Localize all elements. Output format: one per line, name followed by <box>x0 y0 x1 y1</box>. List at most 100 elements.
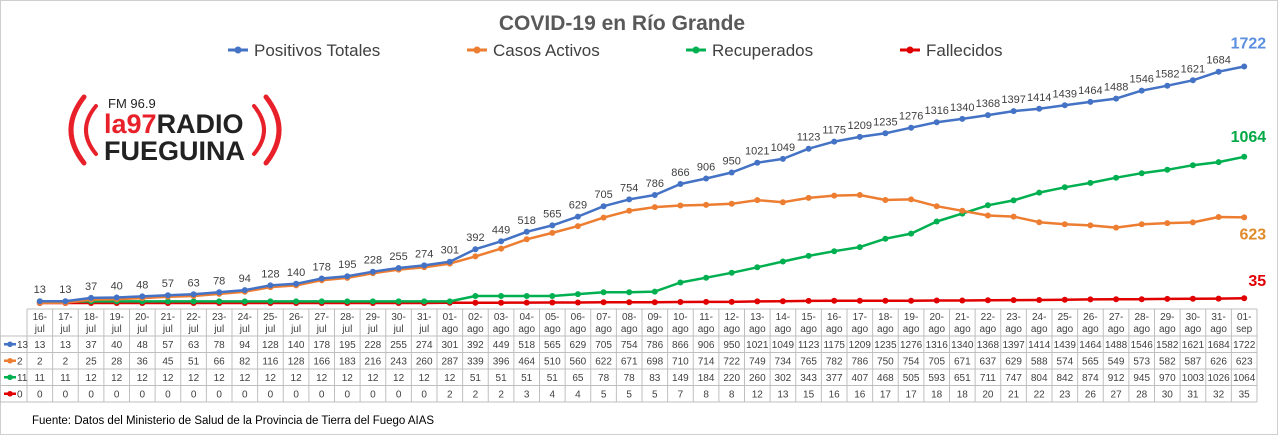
data-point <box>1087 98 1094 105</box>
data-point <box>1189 162 1196 169</box>
data-point <box>318 275 325 282</box>
category-label: 31-jul <box>417 312 431 335</box>
category-label: 20-ago <box>928 312 945 335</box>
table-cell: 0 <box>216 389 222 400</box>
end-label-2: 1064 <box>1231 129 1267 146</box>
data-point <box>190 298 197 305</box>
data-point <box>703 201 710 208</box>
table-cell: 574 <box>1056 356 1073 367</box>
table-cell: 37 <box>86 340 98 351</box>
table-cell: 874 <box>1082 373 1099 384</box>
table-cell: 866 <box>672 340 689 351</box>
data-point <box>933 119 940 126</box>
data-point <box>882 235 889 242</box>
table-cell: 1488 <box>1105 340 1128 351</box>
logo-frequency: FM 96.9 <box>108 96 156 111</box>
data-point <box>1241 295 1248 302</box>
data-label: 13 <box>34 284 46 296</box>
data-label: 1316 <box>924 105 948 117</box>
table-cell: 4 <box>575 389 581 400</box>
data-point <box>523 293 530 299</box>
data-point <box>1061 296 1068 303</box>
table-cell: 178 <box>313 340 330 351</box>
table-cell: 128 <box>288 356 305 367</box>
data-point <box>779 199 786 206</box>
data-point <box>754 197 761 204</box>
table-legend-key-3 <box>4 390 16 397</box>
table-cell: 1340 <box>951 340 974 351</box>
table-cell: 255 <box>390 340 407 351</box>
category-label: 17-ago <box>851 312 868 335</box>
end-label-0: 1722 <box>1231 36 1267 53</box>
data-point <box>626 196 633 203</box>
legend-marker-0 <box>234 46 242 54</box>
table-cell: 149 <box>672 373 689 384</box>
chart-legend: Positivos Totales Casos Activos Recuperado… <box>228 41 1003 60</box>
table-row-label: 0 <box>17 389 23 400</box>
data-label: 1464 <box>1078 85 1102 97</box>
category-label: 27-ago <box>1108 312 1125 335</box>
data-label: 94 <box>239 273 251 285</box>
table-cell: 12 <box>162 373 174 384</box>
table-cell: 220 <box>723 373 740 384</box>
table-cell: 63 <box>188 340 200 351</box>
table-cell: 0 <box>421 389 427 400</box>
table-cell: 12 <box>316 373 328 384</box>
data-point <box>651 299 658 306</box>
data-point <box>1087 222 1094 229</box>
table-cell: 116 <box>262 356 278 367</box>
table-cell: 13 <box>60 340 72 351</box>
data-point <box>677 202 684 209</box>
data-point <box>1241 153 1248 160</box>
data-point <box>190 291 197 298</box>
data-point <box>856 297 863 304</box>
data-point <box>1138 87 1145 94</box>
table-cell: 1049 <box>772 340 795 351</box>
data-label: 40 <box>111 281 123 293</box>
category-label: 09-ago <box>646 312 663 335</box>
table-row-label: 11 <box>17 373 28 384</box>
radio-fueguina-logo: FM 96.9 la97RADIO FUEGUINA <box>68 94 282 166</box>
data-point <box>1215 68 1222 75</box>
series-line-1 <box>39 193 1245 304</box>
data-point <box>677 299 684 305</box>
category-label: 05-ago <box>544 312 561 335</box>
table-cell: 468 <box>877 373 894 384</box>
data-point <box>1215 159 1222 166</box>
data-point <box>677 181 684 187</box>
data-point <box>36 298 43 305</box>
table-cell: 18 <box>931 389 943 400</box>
data-point <box>882 197 889 203</box>
data-label: 1368 <box>976 98 1000 110</box>
table-cell: 1397 <box>1002 340 1025 351</box>
data-label: 1621 <box>1181 63 1205 75</box>
data-point <box>1061 184 1068 191</box>
data-label: 57 <box>162 278 174 290</box>
table-cell: 260 <box>416 356 433 367</box>
table-cell: 82 <box>239 356 251 367</box>
data-point <box>472 299 479 306</box>
table-cell: 396 <box>493 356 510 367</box>
table-cell: 1235 <box>874 340 897 351</box>
data-label: 518 <box>518 215 536 227</box>
data-point <box>703 274 710 281</box>
category-label: 31-ago <box>1210 312 1227 335</box>
legend-marker-3 <box>906 46 914 54</box>
data-point <box>908 124 915 131</box>
data-point <box>728 200 735 207</box>
table-cell: 184 <box>698 373 715 384</box>
table-cell: 51 <box>521 373 533 384</box>
data-point <box>959 207 966 214</box>
table-cell: 78 <box>598 373 610 384</box>
table-cell: 12 <box>342 373 354 384</box>
table-cell: 1316 <box>926 340 949 351</box>
data-point <box>908 297 915 304</box>
table-cell: 0 <box>191 389 197 400</box>
data-label: 63 <box>187 277 199 289</box>
data-point <box>754 298 761 305</box>
table-cell: 4 <box>550 389 556 400</box>
data-label: 140 <box>287 267 305 279</box>
table-cell: 228 <box>365 340 382 351</box>
table-cell: 1439 <box>1054 340 1077 351</box>
table-cell: 906 <box>698 340 715 351</box>
